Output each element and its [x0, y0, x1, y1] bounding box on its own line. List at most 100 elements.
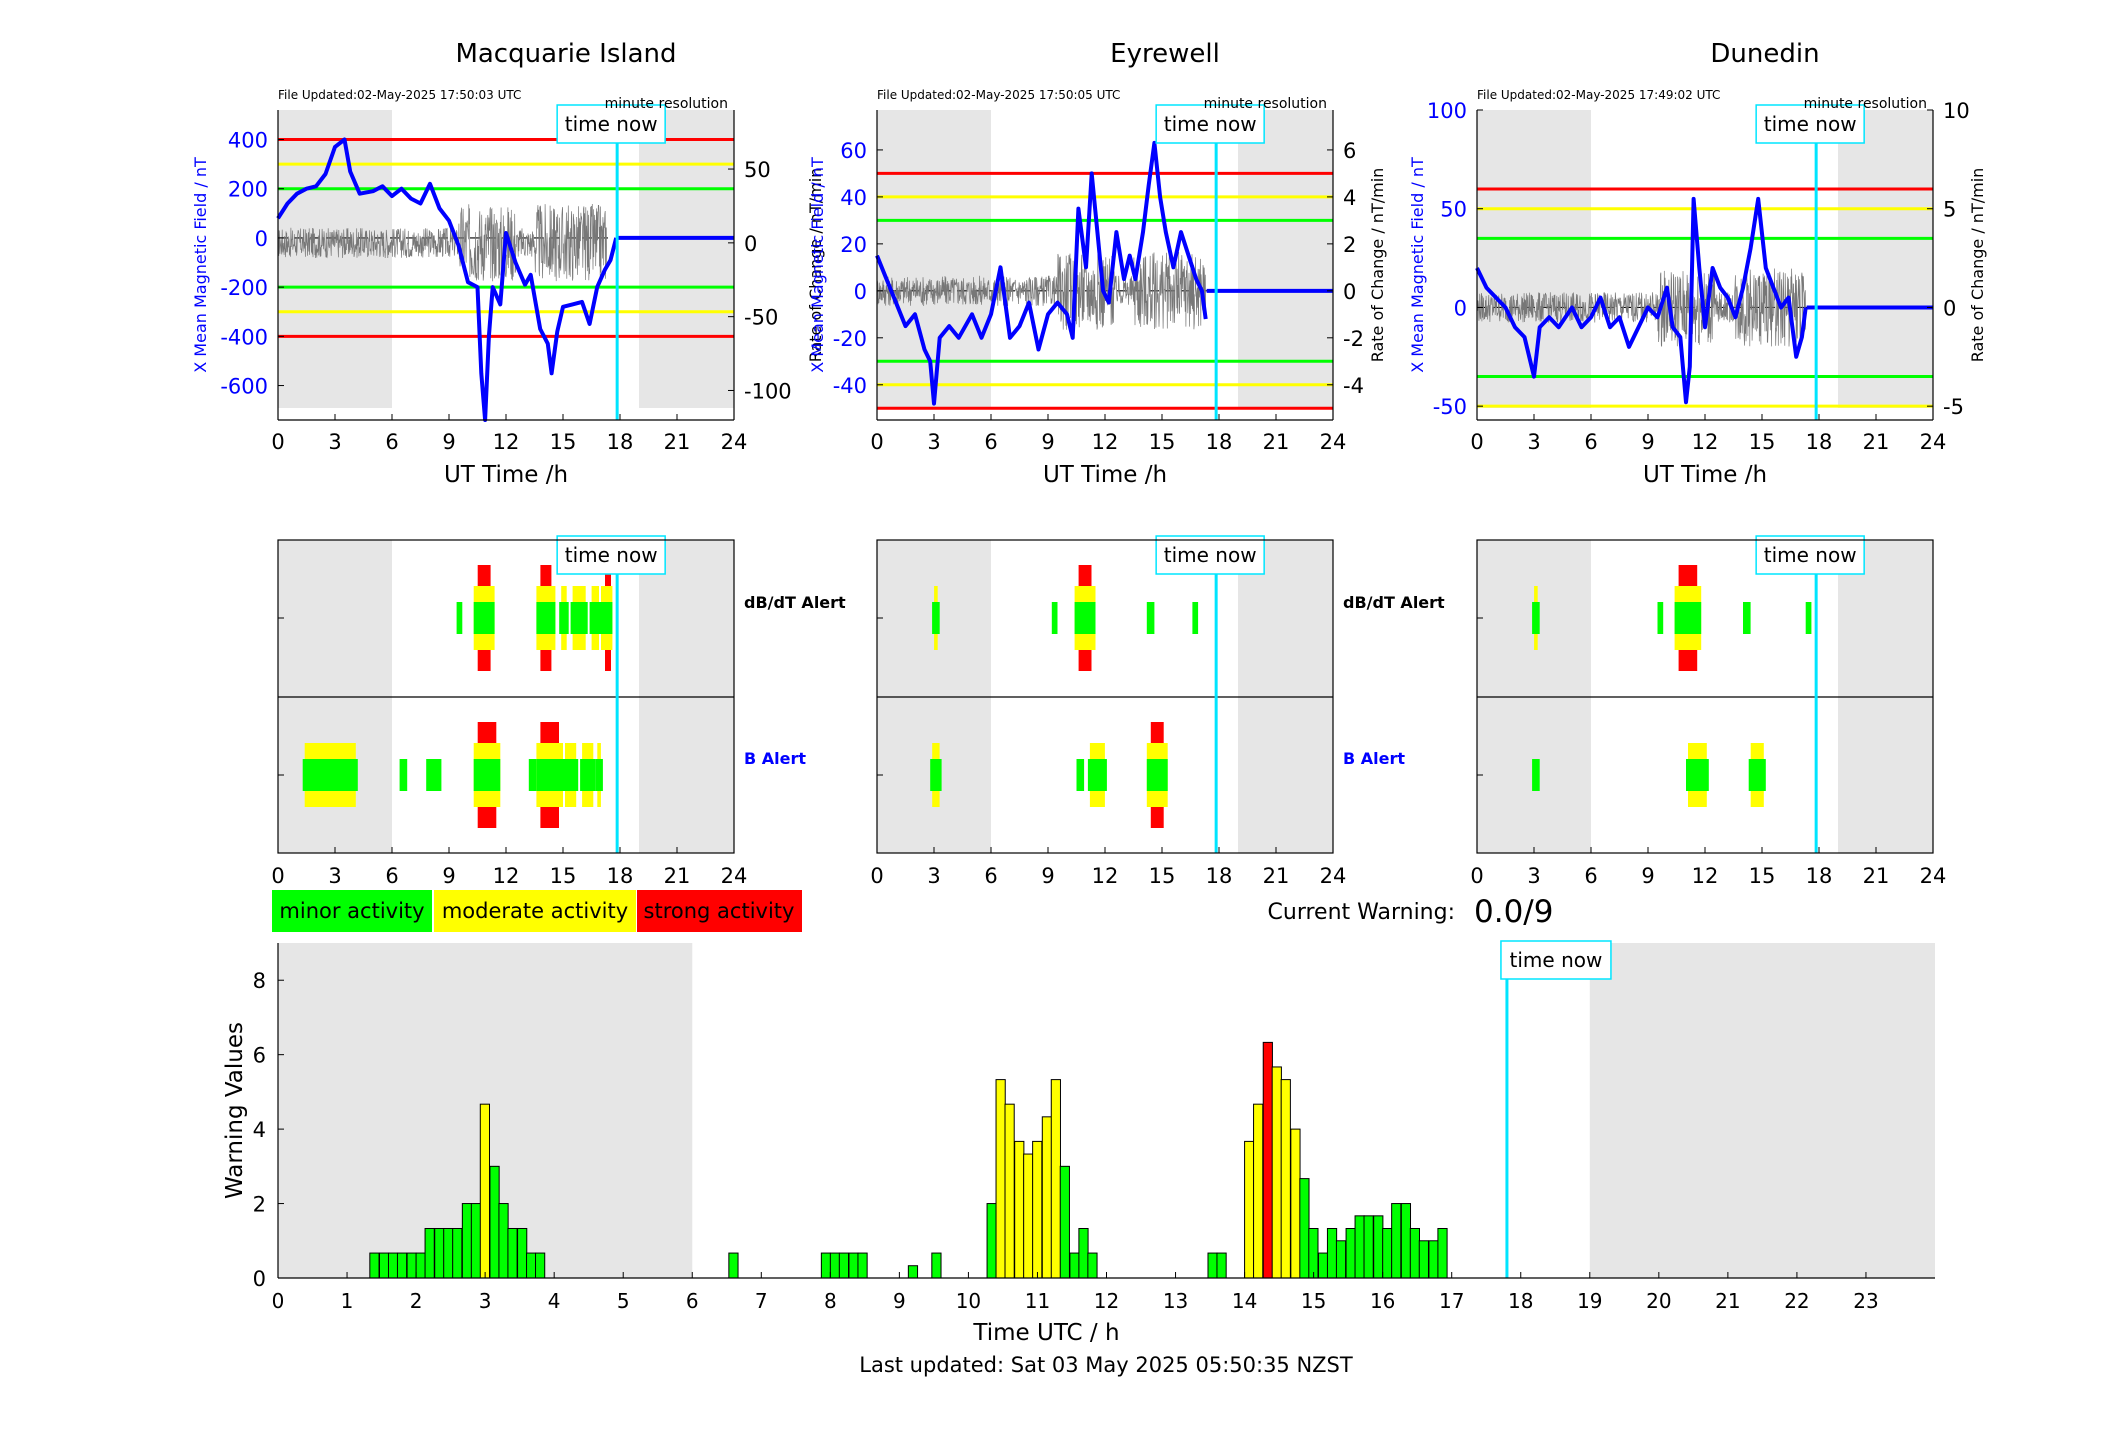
time-now-label: time now	[1164, 112, 1257, 136]
y-axis-label-right: Rate of Change / nT/min	[1968, 168, 1987, 363]
night-shading	[639, 110, 734, 408]
rate-of-change-trace	[1476, 268, 1807, 347]
alert-band-minor	[580, 759, 596, 791]
y-tick-label: 0	[253, 1267, 266, 1291]
x-tick-label: 9	[1641, 864, 1654, 888]
warning-bar	[1280, 1079, 1291, 1279]
warning-bar	[1290, 1128, 1301, 1279]
y-tick-label-left: 200	[228, 178, 268, 202]
warning-bar	[1207, 1252, 1218, 1279]
warning-bar	[1409, 1227, 1420, 1279]
alert-band-minor	[1076, 759, 1085, 791]
x-tick-label: 22	[1784, 1289, 1809, 1313]
x-tick-label: 17	[1439, 1289, 1464, 1313]
warning-bar	[1299, 1178, 1310, 1279]
x-tick-label: 24	[1920, 864, 1947, 888]
warning-bar	[415, 1252, 426, 1279]
alert-band-minor	[1087, 759, 1107, 791]
x-tick-label: 21	[1263, 430, 1290, 454]
activity-legend: minor activity moderate activity strong …	[272, 890, 802, 932]
y-tick-label-left: -50	[1433, 395, 1467, 419]
x-tick-label: 0	[870, 864, 883, 888]
x-tick-label: 15	[1149, 430, 1176, 454]
x-tick-label: 3	[927, 864, 940, 888]
x-tick-label: 18	[1206, 864, 1233, 888]
y-tick-label-right: -5	[1943, 395, 1964, 419]
alert-band-minor	[559, 602, 569, 634]
warning-bar	[517, 1227, 528, 1279]
alert-band-minor	[536, 602, 556, 634]
night-shading	[1838, 110, 1933, 408]
time-now-box	[556, 535, 666, 575]
x-tick-label: 3	[479, 1289, 492, 1313]
station-title-macquarie: Macquarie Island	[455, 39, 676, 69]
resolution-label: minute resolution	[1204, 96, 1327, 112]
y-tick-label-right: -4	[1343, 374, 1364, 398]
y-tick-label-right: 2	[1343, 233, 1356, 257]
resolution-label: minute resolution	[605, 96, 728, 112]
x-tick-label: 6	[385, 864, 398, 888]
x-tick-label: 5	[617, 1289, 630, 1313]
x-tick-label: 15	[1301, 1289, 1326, 1313]
alert-band-minor	[601, 602, 613, 634]
night-shading	[877, 110, 991, 408]
b-alert-label: B Alert	[1343, 749, 1405, 768]
x-tick-label: 2	[410, 1289, 423, 1313]
y-axis-label: Warning Values	[222, 1022, 248, 1199]
resolution-label: minute resolution	[1804, 96, 1927, 112]
current-warning-label: Current Warning:	[1268, 900, 1455, 925]
dbdt-alert-label: dB/dT Alert	[1343, 593, 1445, 612]
legend-moderate-swatch	[434, 890, 636, 932]
warning-bar	[1032, 1140, 1043, 1279]
alert-band-minor	[1146, 602, 1155, 634]
x-tick-label: 21	[664, 430, 691, 454]
y-tick-label-right: 10	[1943, 99, 1970, 123]
warning-bar	[728, 1252, 739, 1279]
x-tick-label: 20	[1646, 1289, 1671, 1313]
warning-bar	[396, 1252, 408, 1279]
warning-bar	[470, 1203, 482, 1279]
x-tick-label: 21	[664, 864, 691, 888]
x-tick-label: 18	[607, 864, 634, 888]
warning-bar	[1050, 1079, 1061, 1279]
warning-bar	[1335, 1240, 1347, 1279]
night-shading	[1589, 943, 1935, 1278]
y-tick-label-left: 20	[840, 233, 867, 257]
warning-bar	[1345, 1227, 1356, 1279]
alert-band-minor	[1146, 759, 1168, 791]
x-tick-label: 15	[1749, 864, 1776, 888]
warning-bar	[479, 1103, 490, 1279]
y-tick-label-left: 100	[1427, 99, 1467, 123]
y-tick-label-left: -400	[220, 325, 268, 349]
file-updated-label: File Updated:02-May-2025 17:49:02 UTC	[1477, 88, 1720, 102]
field-panel-1: time now File Updated:02-May-2025 17:50:0…	[808, 88, 1387, 488]
warning-bar	[1428, 1240, 1439, 1279]
alert-band-minor	[1657, 602, 1664, 634]
time-now-box	[1755, 104, 1865, 144]
alert-panel-2: time now 0 3 6 9 12 15 18 21 24	[1470, 535, 1947, 888]
x-tick-label: 12	[493, 864, 520, 888]
x-tick-label: 12	[1692, 864, 1719, 888]
x-tick-label: 6	[1584, 864, 1597, 888]
alert-band-minor	[399, 759, 408, 791]
alert-band-minor	[536, 759, 563, 791]
warning-bar	[995, 1079, 1006, 1279]
alert-band-minor	[528, 759, 537, 791]
x-tick-label: 9	[442, 864, 455, 888]
x-tick-label: 9	[1041, 864, 1054, 888]
x-tick-label: 19	[1577, 1289, 1602, 1313]
station-title-dunedin: Dunedin	[1710, 39, 1819, 69]
warning-bar	[1373, 1215, 1384, 1279]
x-tick-label: 15	[1149, 864, 1176, 888]
alert-band-minor	[1532, 602, 1540, 634]
alert-band-minor	[1532, 759, 1540, 791]
x-tick-label: 13	[1163, 1289, 1188, 1313]
warning-bar	[1014, 1140, 1025, 1279]
y-axis-label-left: X Mean Magnetic Field / nT	[808, 157, 827, 373]
y-tick-label-left: 50	[1440, 198, 1467, 222]
x-axis-label: UT Time /h	[444, 462, 568, 488]
alert-band-minor	[426, 759, 442, 791]
warning-bar	[820, 1252, 832, 1279]
x-tick-label: 23	[1853, 1289, 1878, 1313]
y-tick-label-right: -100	[744, 379, 792, 403]
